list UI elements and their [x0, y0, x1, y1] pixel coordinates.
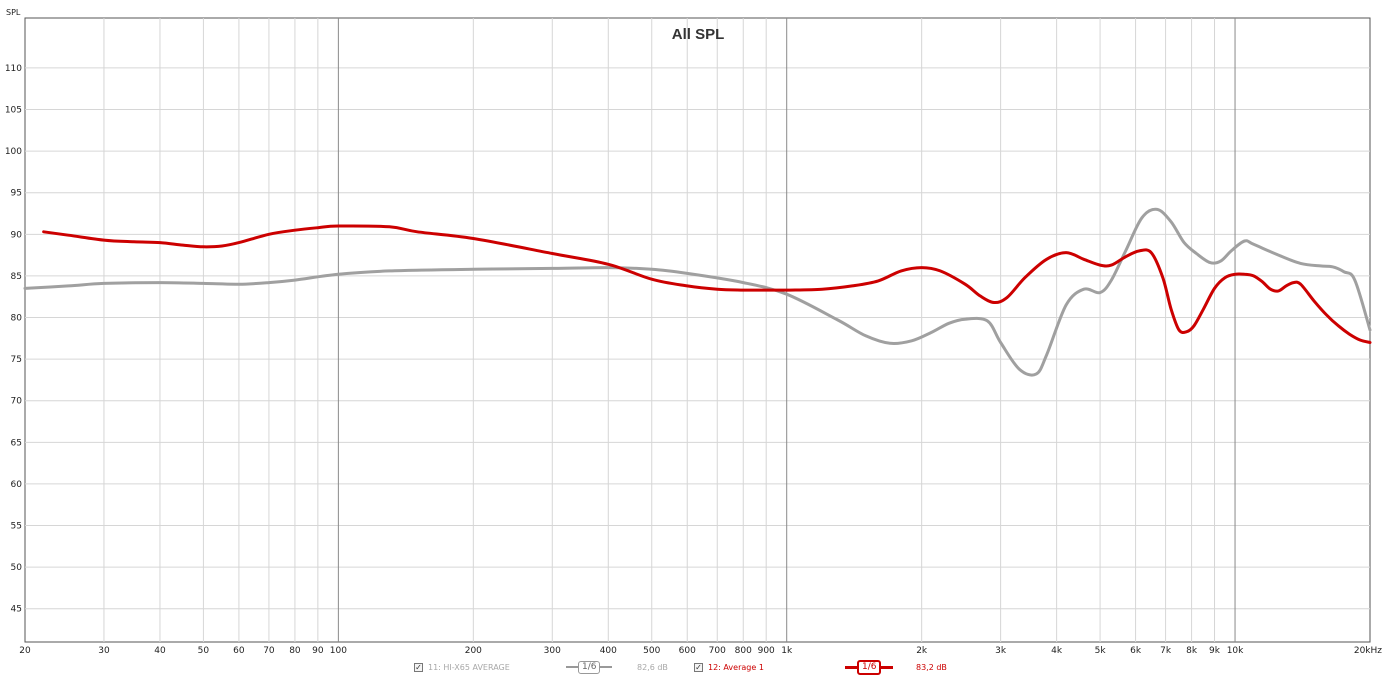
legend-checkbox-2[interactable]: ✓: [694, 662, 703, 672]
series-line-hi-x65-average[interactable]: [23, 207, 1372, 377]
x-tick-label: 9k: [1209, 646, 1221, 656]
y-tick-label: 100: [5, 147, 22, 157]
y-tick-label: 80: [11, 314, 23, 324]
legend-smoothing-2[interactable]: 1/6: [845, 658, 894, 676]
legend-label-1: 11: HI-X65 AVERAGE: [428, 662, 510, 672]
legend-smoothing-1[interactable]: 1/6: [566, 658, 613, 676]
x-tick-label: 100: [330, 646, 347, 656]
x-tick-label: 90: [312, 646, 324, 656]
x-tick-label: 20kHz: [1354, 646, 1382, 656]
x-tick-label: 10k: [1227, 646, 1244, 656]
x-tick-label: 8k: [1186, 646, 1198, 656]
level-value-2: 83,2 dB: [916, 662, 947, 672]
legend-checkbox-1[interactable]: ✓: [414, 662, 423, 672]
legend-item-2: ✓ 12: Average 1: [694, 658, 764, 676]
x-tick-label: 300: [544, 646, 561, 656]
y-tick-labels: 110 105 100 95 90 85 80 75 70 65 60 55 50 45: [5, 64, 22, 615]
series-lines[interactable]: [23, 207, 1372, 377]
level-value-1: 82,6 dB: [637, 662, 668, 672]
y-tick-label: 110: [5, 64, 22, 74]
x-tick-label: 60: [233, 646, 245, 656]
y-tick-label: 105: [5, 106, 22, 116]
legend-item-1: ✓ 11: HI-X65 AVERAGE: [414, 658, 510, 676]
x-tick-label: 400: [600, 646, 617, 656]
y-tick-label: 95: [11, 189, 22, 199]
grid: [25, 18, 1370, 642]
x-tick-label: 7k: [1160, 646, 1172, 656]
x-tick-label: 80: [289, 646, 301, 656]
x-tick-label: 50: [198, 646, 210, 656]
legend-level-2: 83,2 dB: [916, 658, 947, 676]
x-tick-label: 800: [735, 646, 752, 656]
series-line-average-1[interactable]: [42, 224, 1372, 344]
y-tick-label: 65: [11, 438, 22, 448]
x-tick-label: 600: [679, 646, 696, 656]
x-tick-label: 3k: [995, 646, 1007, 656]
x-tick-label: 5k: [1095, 646, 1107, 656]
x-tick-label: 200: [465, 646, 482, 656]
legend-level-1: 82,6 dB: [637, 658, 668, 676]
x-tick-label: 30: [98, 646, 110, 656]
x-tick-label: 500: [643, 646, 660, 656]
y-tick-label: 60: [11, 480, 23, 490]
smoothing-button-2[interactable]: 1/6: [857, 659, 882, 675]
x-tick-label: 1k: [781, 646, 793, 656]
y-tick-label: 50: [11, 563, 23, 573]
x-tick-label: 20: [19, 646, 31, 656]
x-tick-labels: 20 30 40 50 60 70 80 90 100 200 300 400 500 600 700 800…: [19, 646, 1382, 656]
x-tick-label: 70: [263, 646, 275, 656]
legend-label-2: 12: Average 1: [708, 662, 764, 672]
chart-title: All SPL: [672, 26, 725, 43]
smoothing-button-1[interactable]: 1/6: [578, 660, 601, 674]
y-tick-label: 55: [11, 522, 22, 532]
x-tick-label: 700: [709, 646, 726, 656]
x-tick-label: 4k: [1051, 646, 1063, 656]
x-tick-label: 6k: [1130, 646, 1142, 656]
y-tick-label: 45: [11, 605, 22, 615]
x-tick-label: 900: [758, 646, 775, 656]
y-tick-label: 70: [11, 397, 23, 407]
y-tick-label: 75: [11, 355, 22, 365]
y-axis-label: SPL: [6, 8, 21, 17]
x-tick-label: 2k: [916, 646, 928, 656]
plot-area: [24, 17, 1371, 643]
y-tick-label: 90: [11, 230, 23, 240]
y-tick-label: 85: [11, 272, 22, 282]
x-tick-label: 40: [154, 646, 166, 656]
